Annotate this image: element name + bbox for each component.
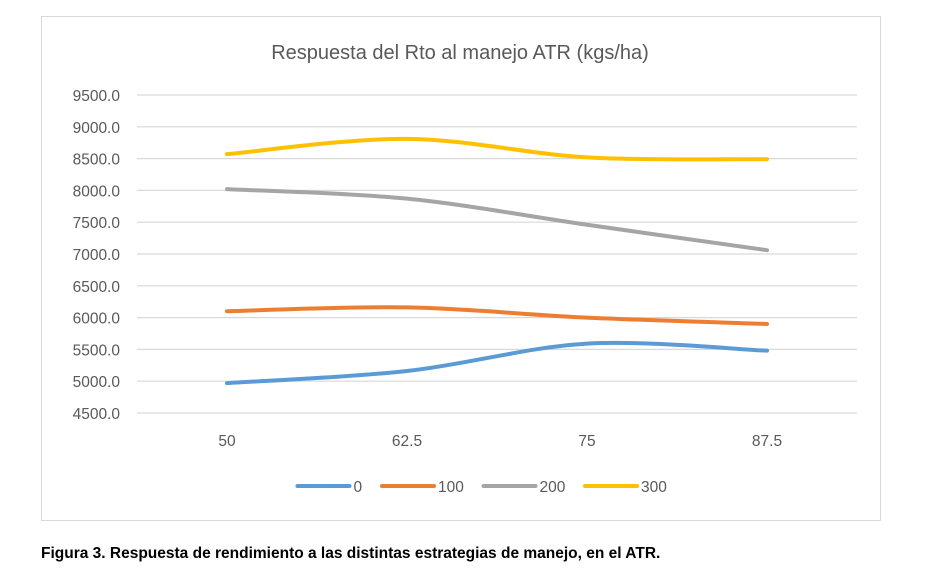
y-tick-label: 8500.0 [73,152,121,169]
y-tick-label: 5500.0 [73,342,121,359]
x-tick-label: 87.5 [752,433,782,450]
y-tick-label: 9500.0 [73,88,121,105]
series-line-300 [225,136,769,162]
y-tick-label: 7500.0 [73,215,121,232]
series-line-0 [225,340,769,386]
y-tick-label: 6500.0 [73,279,121,296]
legend-label-200: 200 [540,479,566,496]
legend-label-100: 100 [438,479,464,496]
line-chart: Respuesta del Rto al manejo ATR (kgs/ha)… [73,42,857,496]
y-tick-label: 4500.0 [73,406,121,423]
chart-frame: Respuesta del Rto al manejo ATR (kgs/ha)… [41,16,881,521]
x-tick-label: 50 [218,433,236,450]
series-line-100 [225,305,769,326]
x-tick-label: 75 [578,433,595,450]
y-tick-label: 8000.0 [73,183,121,200]
series-line-200 [225,187,769,253]
y-tick-label: 7000.0 [73,247,121,264]
y-tick-label: 6000.0 [73,311,121,328]
legend-label-300: 300 [641,479,667,496]
figure-caption: Figura 3. Respuesta de rendimiento a las… [41,545,661,562]
legend-label-0: 0 [354,479,363,496]
y-tick-label: 5000.0 [73,374,121,391]
x-tick-label: 62.5 [392,433,422,450]
y-tick-label: 9000.0 [73,120,121,137]
chart-title: Respuesta del Rto al manejo ATR (kgs/ha) [271,42,649,64]
